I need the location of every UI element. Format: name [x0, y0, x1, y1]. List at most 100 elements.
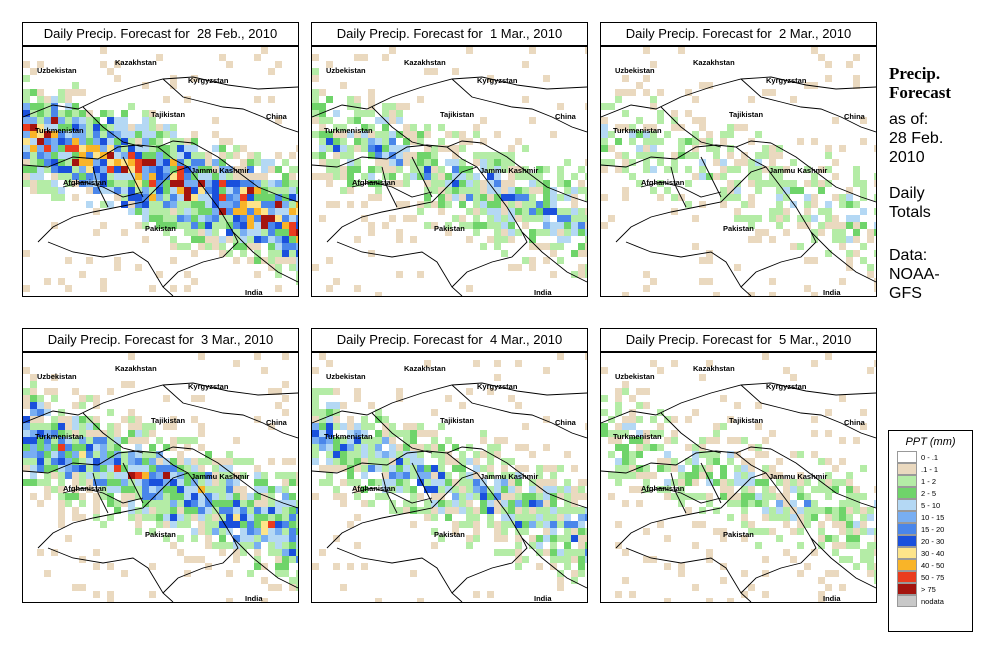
precip-cell: [522, 465, 529, 472]
precip-cell: [494, 236, 501, 243]
precip-cell: [275, 215, 282, 222]
precip-cell: [480, 479, 487, 486]
precip-cell: [615, 430, 622, 437]
precip-cell: [254, 535, 261, 542]
precip-cell: [811, 430, 818, 437]
precip-cell: [825, 535, 832, 542]
precip-cell: [326, 131, 333, 138]
precip-cell: [375, 451, 382, 458]
precip-cell: [804, 194, 811, 201]
precip-cell: [72, 430, 79, 437]
precip-cell: [142, 472, 149, 479]
precip-cell: [312, 110, 319, 117]
precip-cell: [529, 208, 536, 215]
precip-cell: [466, 388, 473, 395]
precip-cell: [382, 103, 389, 110]
precip-cell: [571, 486, 578, 493]
precip-cell: [622, 458, 629, 465]
precip-cell: [410, 507, 417, 514]
precip-cell: [389, 507, 396, 514]
precip-cell: [389, 47, 396, 54]
precip-cell: [149, 285, 156, 292]
precip-cell: [333, 173, 340, 180]
precip-cell: [142, 437, 149, 444]
precip-cell: [643, 285, 650, 292]
precip-cell: [312, 117, 319, 124]
precip-cell: [431, 173, 438, 180]
precip-cell: [121, 152, 128, 159]
precip-cell: [438, 194, 445, 201]
precip-cell: [347, 458, 354, 465]
precip-cell: [51, 131, 58, 138]
precip-cell: [473, 124, 480, 131]
precip-cell: [375, 479, 382, 486]
precip-cell: [473, 201, 480, 208]
precip-cell: [692, 215, 699, 222]
precip-cell: [170, 82, 177, 89]
precip-cell: [233, 187, 240, 194]
legend-item: 2 - 5: [897, 487, 972, 499]
precip-cell: [261, 521, 268, 528]
precip-cell: [212, 472, 219, 479]
precip-cell: [846, 194, 853, 201]
precip-cell: [825, 507, 832, 514]
precip-cell: [874, 535, 876, 542]
precip-cell: [585, 159, 587, 166]
precip-cell: [254, 243, 261, 250]
precip-cell: [212, 215, 219, 222]
precip-cell: [107, 465, 114, 472]
precip-cell: [748, 292, 755, 296]
precip-cell: [853, 521, 860, 528]
precip-cell: [191, 479, 198, 486]
precip-cell: [333, 159, 340, 166]
precip-cell: [23, 423, 30, 430]
precip-cell: [515, 493, 522, 500]
precip-cell: [107, 180, 114, 187]
precip-cell: [529, 514, 536, 521]
precip-cell: [762, 507, 769, 514]
precip-cell: [417, 131, 424, 138]
precip-cell: [615, 521, 622, 528]
precip-cell: [205, 166, 212, 173]
precip-cell: [296, 271, 298, 278]
country-border: [351, 487, 433, 504]
precip-cell: [289, 507, 296, 514]
precip-cell: [508, 264, 515, 271]
precip-cell: [156, 479, 163, 486]
precip-cell: [522, 96, 529, 103]
precip-cell: [368, 110, 375, 117]
precip-cell: [296, 208, 298, 215]
precip-cell: [30, 124, 37, 131]
precip-cell: [846, 257, 853, 264]
precip-cell: [135, 430, 142, 437]
precip-cell: [30, 68, 37, 75]
precip-cell: [459, 187, 466, 194]
precip-cell: [114, 138, 121, 145]
precip-cell: [571, 187, 578, 194]
precip-cell: [501, 521, 508, 528]
precip-cell: [44, 465, 51, 472]
precip-cell: [790, 514, 797, 521]
precip-cell: [135, 201, 142, 208]
precip-cell: [473, 159, 480, 166]
precip-cell: [762, 180, 769, 187]
precip-cell: [121, 159, 128, 166]
country-border: [451, 231, 528, 288]
precip-cell: [261, 236, 268, 243]
precip-cell: [578, 535, 585, 542]
precip-cell: [522, 521, 529, 528]
precip-cell: [515, 402, 522, 409]
precip-cell: [240, 236, 247, 243]
precip-cell: [578, 563, 585, 570]
precip-cell: [135, 264, 142, 271]
precip-cell: [51, 451, 58, 458]
precip-cell: [114, 486, 121, 493]
precip-cell: [254, 201, 261, 208]
precip-cell: [247, 166, 254, 173]
precip-cell: [72, 194, 79, 201]
precip-cell: [135, 152, 142, 159]
precip-cell: [198, 521, 205, 528]
precip-cell: [382, 124, 389, 131]
precip-cell: [233, 360, 240, 367]
precip-cell: [424, 486, 431, 493]
